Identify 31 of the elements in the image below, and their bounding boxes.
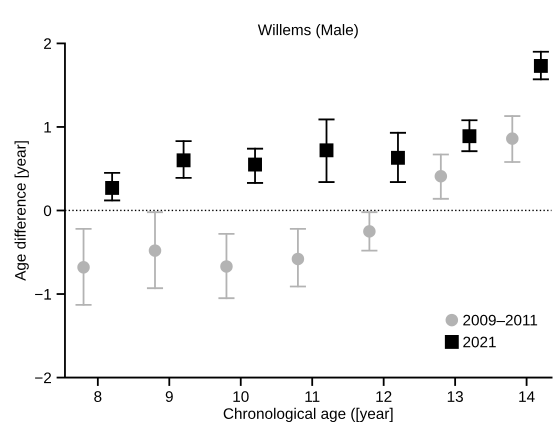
legend-label: 2009–2011: [463, 314, 538, 326]
point: [292, 252, 304, 266]
point: [77, 261, 90, 274]
y-tick-label: 1: [44, 122, 52, 132]
x-tick-label: 14: [519, 391, 535, 402]
y-tick-label: −2: [35, 372, 51, 384]
point: [391, 150, 405, 165]
point: [506, 132, 519, 145]
x-axis-title: Chronological age ([year]: [224, 408, 393, 422]
legend-label: 2021: [463, 336, 496, 348]
y-tick-label: 2: [44, 38, 51, 49]
x-tick-label: 11: [305, 391, 320, 402]
x-tick-label: 13: [448, 391, 463, 402]
point: [363, 225, 376, 238]
point: [176, 153, 191, 168]
point: [434, 170, 448, 182]
x-tick-label: 8: [94, 391, 102, 402]
x-tick-label: 10: [233, 391, 249, 402]
chart-title: Willems (Male): [258, 24, 358, 38]
y-axis-title: Age difference [year]: [14, 141, 29, 281]
y-tick-label: 0: [44, 205, 52, 216]
x-tick-label: 9: [166, 391, 173, 402]
point: [248, 158, 262, 172]
x-tick-label: 12: [376, 391, 392, 402]
point: [462, 129, 476, 144]
point: [148, 244, 162, 257]
point: [105, 180, 120, 195]
y-tick-label: −1: [35, 289, 52, 300]
point: [534, 59, 548, 73]
point: [320, 143, 334, 158]
point: [220, 260, 233, 273]
